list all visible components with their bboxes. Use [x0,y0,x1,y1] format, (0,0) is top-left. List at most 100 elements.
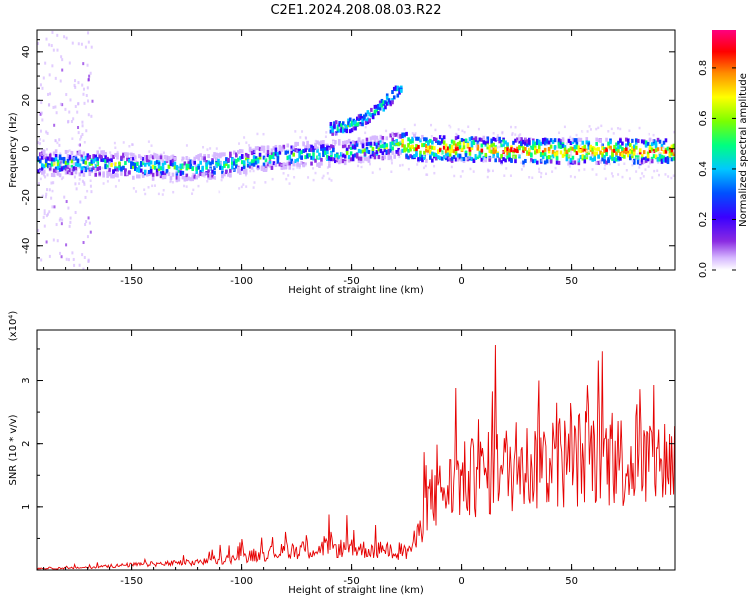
heatmap-cell-2233 [639,177,642,180]
snr-x-tick-label: -100 [230,576,253,587]
heatmap-cell-1900 [70,119,73,123]
heatmap-cell-1602 [670,151,674,156]
heatmap-cell-572 [262,162,266,167]
heatmap-cell-561 [258,155,262,160]
heatmap-cell-1060 [456,142,460,147]
heatmap-cell-972 [421,154,424,159]
heatmap-cell-1656 [352,126,356,131]
heatmap-cell-1027 [442,155,446,160]
heatmap-cell-1078 [462,157,466,162]
heatmap-cell-1864 [49,152,52,156]
heatmap-cell-1887 [82,267,85,270]
heatmap-cell-1996 [242,169,245,173]
heatmap-cell-541 [250,159,254,164]
heatmap-cell-707 [316,148,319,153]
heatmap-cell-2352 [638,156,641,160]
heatmap-cell-1944 [604,164,607,167]
heatmap-cell-2195 [629,139,632,143]
heatmap-cell-1884 [60,255,63,259]
heatmap-cell-1963 [486,175,489,179]
heatmap-cell-954 [413,133,416,138]
heatmap-cell-901 [393,132,396,137]
heatmap-cell-594 [270,148,274,153]
heatmap-cell-1242 [528,151,531,156]
heatmap-cell-2090 [304,136,307,139]
heatmap-cell-1698 [377,104,380,109]
heatmap-cell-1158 [494,158,497,163]
heatmap-cell-2413 [512,147,515,151]
heatmap-cell-1830 [83,181,86,185]
spectrogram-frame [36,29,676,271]
heatmap-cell-1399 [589,144,593,149]
heatmap-cell-1360 [575,150,579,155]
heatmap-cell-589 [268,155,272,160]
heatmap-cell-828 [363,151,367,156]
heatmap-cell-2281 [397,132,400,135]
heatmap-cell-2410 [248,159,251,163]
heatmap-cell-1121 [480,137,484,142]
heatmap-cell-1173 [500,154,503,159]
snr-x-ticks: -150 -100 -50 0 50 [43,330,661,587]
heatmap-cell-2351 [135,140,138,143]
heatmap-cell-2284 [469,167,472,171]
heatmap-cell-1943 [64,176,67,180]
heatmap-cell-1756 [89,230,92,234]
heatmap-cell-2077 [517,154,520,157]
heatmap-cell-1267 [537,145,541,150]
heatmap-cell-1655 [352,121,356,126]
heatmap-cell-508 [236,150,240,155]
heatmap-cell-1598 [668,149,672,154]
heatmap-cell-1148 [490,138,494,143]
heatmap-cell-783 [345,147,349,152]
heatmap-cell-2034 [202,145,205,149]
heatmap-cell-1095 [470,136,474,141]
heatmap-cell-395 [193,156,197,161]
heatmap-cell-1116 [478,137,482,142]
heatmap-cell-2307 [568,134,571,137]
heatmap-cell-777 [343,143,347,148]
heatmap-cell-2134 [651,129,654,133]
snr-y-tick-label: 2 [21,440,32,446]
heatmap-cell-488 [229,173,232,178]
heatmap-cell-945 [411,139,414,144]
heatmap-cell-2390 [340,152,343,155]
heatmap-cell-1879 [47,103,50,107]
heatmap-cell-763 [337,139,341,144]
heatmap-cell-1808 [89,167,92,171]
heatmap-cell-833 [365,146,369,151]
heatmap-cell-841 [369,154,373,159]
heatmap-cell-1034 [444,149,448,154]
heatmap-cell-1436 [605,160,608,165]
heatmap-cell-478 [225,159,228,164]
heatmap-cell-1932 [453,174,456,178]
heatmap-cell-923 [401,148,404,153]
heatmap-cell-315 [161,159,165,164]
heatmap-cell-115 [82,166,86,171]
heatmap-cell-741 [330,154,333,159]
heatmap-cell-2001 [41,151,44,155]
heatmap-cell-1978 [538,170,541,173]
heatmap-cell-834 [365,149,369,154]
heatmap-cell-2221 [292,167,295,171]
heatmap-cell-602 [274,149,278,154]
heatmap-cell-57 [58,173,62,178]
heatmap-cell-1693 [375,108,378,113]
heatmap-cell-2240 [312,167,315,170]
heatmap-cell-442 [211,171,214,176]
heatmap-cell-588 [268,163,272,168]
heatmap-cell-486 [229,153,232,158]
heatmap-cell-660 [298,154,301,159]
heatmap-cell-2042 [317,155,320,159]
heatmap-cell-1277 [541,152,545,157]
heatmap-cell-1855 [59,251,62,255]
heatmap-cell-527 [244,169,248,174]
heatmap-cell-854 [373,141,377,146]
heatmap-cell-143 [92,159,96,164]
heatmap-cell-72 [64,170,68,175]
heatmap-cell-2334 [142,160,145,163]
heatmap-cell-239 [130,152,133,157]
heatmap-cell-293 [151,155,155,160]
heatmap-cell-427 [205,160,208,165]
heatmap-cell-774 [341,159,345,164]
heatmap-cell-599 [272,161,276,166]
